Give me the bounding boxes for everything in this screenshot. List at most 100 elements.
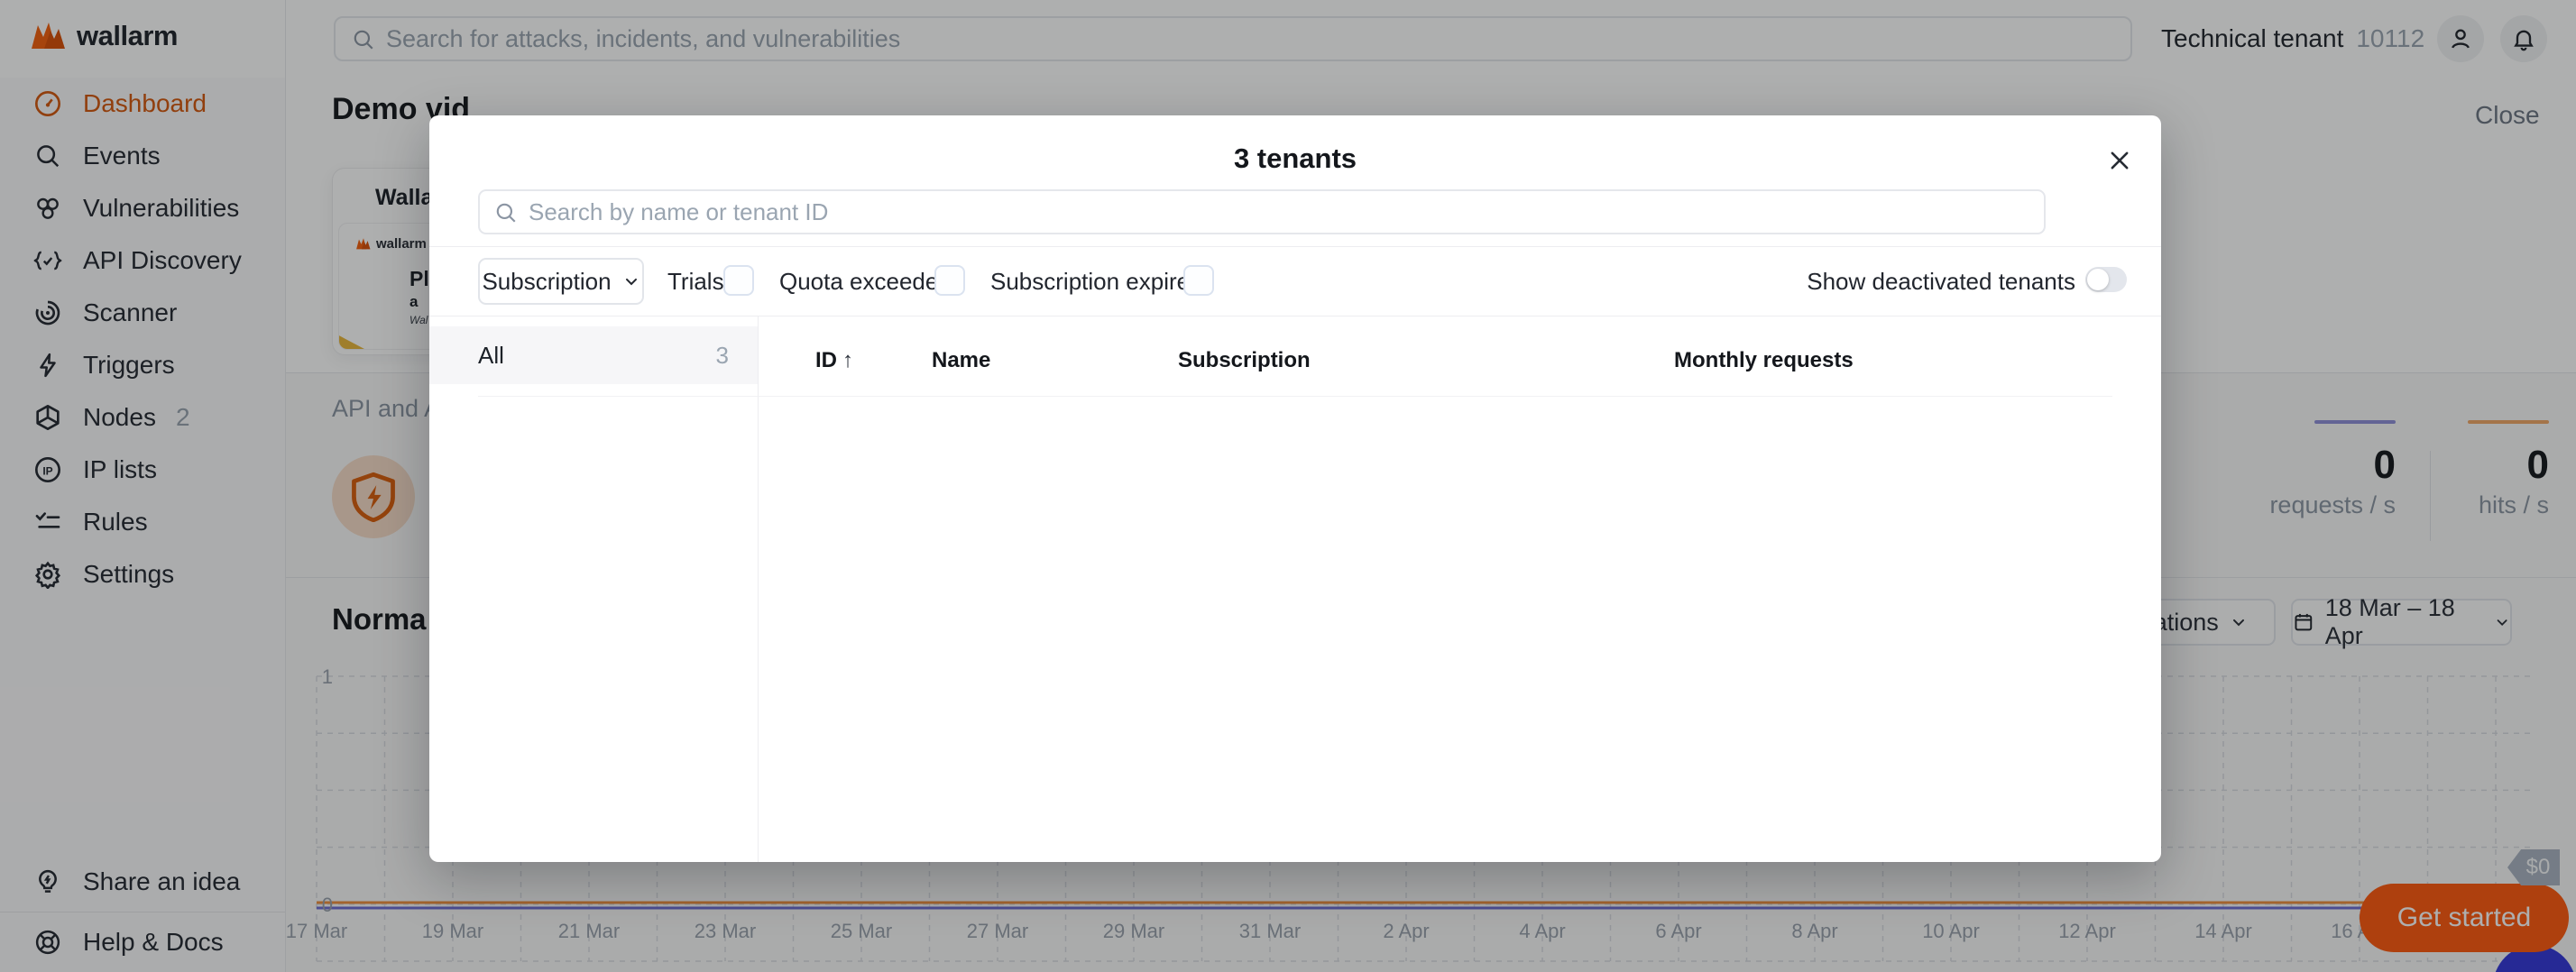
lightning-icon xyxy=(32,350,63,381)
column-header-subscription[interactable]: Subscription xyxy=(1178,348,1311,372)
sidebar-item-share-an-idea[interactable]: Share an idea xyxy=(0,852,285,912)
show-deactivated-label: Show deactivated tenants xyxy=(1807,268,2075,295)
user-icon xyxy=(2452,29,2470,49)
sidebar: Dashboard Events Vulnerabilities API Discov… xyxy=(0,78,285,972)
sidebar-item-ip-lists[interactable]: IP IP lists xyxy=(0,444,285,496)
tenant-id: 10112 xyxy=(2356,24,2425,52)
sidebar-item-rules[interactable]: Rules xyxy=(0,496,285,548)
wallarm-logo-icon xyxy=(356,238,371,250)
sidebar-footer: Share an idea Help & Docs xyxy=(0,852,285,972)
x-axis-tick: 19 Mar xyxy=(421,920,484,942)
chevron-down-icon xyxy=(2497,619,2507,626)
date-range-label: 18 Mar – 18 Apr xyxy=(2324,594,2455,649)
bell-icon xyxy=(2514,30,2534,51)
ip-circle-icon: IP xyxy=(32,454,63,485)
sidebar-item-dashboard[interactable]: Dashboard xyxy=(0,78,285,130)
biohazard-icon xyxy=(32,193,63,224)
wallarm-logo-text: wallarm xyxy=(77,20,178,51)
sidebar-item-events[interactable]: Events xyxy=(0,130,285,182)
get-started-button[interactable]: Get started xyxy=(2360,884,2569,952)
search-icon xyxy=(496,203,516,223)
x-axis-tick: 27 Mar xyxy=(966,920,1029,942)
tenant-search xyxy=(478,189,2046,234)
sidebar-item-label: Scanner xyxy=(83,298,178,326)
top-bar: wallarm Technical tenant 10112 xyxy=(0,0,2576,78)
sidebar-item-scanner[interactable]: Scanner xyxy=(0,287,285,339)
bulb-icon xyxy=(32,867,63,897)
sidebar-item-triggers[interactable]: Triggers xyxy=(0,339,285,391)
column-header-monthly-requests[interactable]: Monthly requests xyxy=(1674,348,1854,372)
x-axis-tick: 21 Mar xyxy=(557,920,621,942)
tenant-group-count: 3 xyxy=(715,341,729,369)
wallarm-logo-icon xyxy=(32,23,65,49)
sidebar-item-nodes[interactable]: Nodes 2 xyxy=(0,391,285,444)
date-range-picker[interactable]: 18 Mar – 18 Apr xyxy=(2291,594,2512,649)
tenant-switcher[interactable]: Technical tenant 10112 xyxy=(2161,18,2457,60)
chevron-down-icon xyxy=(625,278,637,286)
x-axis-tick: 14 Apr xyxy=(2194,920,2252,942)
sidebar-item-help-docs[interactable]: Help & Docs xyxy=(0,912,285,972)
x-axis-tick: 29 Mar xyxy=(1102,920,1165,942)
quota-exceeded-checkbox[interactable] xyxy=(934,265,965,296)
modal-title: 3 tenants xyxy=(1233,142,1357,174)
sidebar-item-label: Settings xyxy=(83,560,175,588)
gauge-icon xyxy=(32,88,63,119)
x-axis-tick: 4 Apr xyxy=(1519,920,1566,942)
api-security-disc xyxy=(332,455,415,538)
lifebuoy-icon xyxy=(32,927,63,958)
x-axis-tick: 31 Mar xyxy=(1238,920,1302,942)
tenant-group-all[interactable]: All 3 xyxy=(429,326,758,384)
scanner-icon xyxy=(32,298,63,328)
column-header-id[interactable]: ID ↑ xyxy=(815,348,853,373)
y-axis-tick: 1 xyxy=(321,665,333,688)
divider xyxy=(478,396,2112,397)
requests-sparkline xyxy=(2314,420,2396,424)
sidebar-item-label: Nodes xyxy=(83,403,156,431)
requests-per-second-stat: 0 requests / s xyxy=(2251,420,2396,519)
sidebar-item-label: Rules xyxy=(83,508,148,536)
sort-ascending-icon: ↑ xyxy=(842,348,853,372)
thumbnail-line: Wal xyxy=(409,314,428,326)
toggle-knob xyxy=(2087,269,2109,290)
sidebar-item-label: Vulnerabilities xyxy=(83,194,240,222)
trials-label: Trials xyxy=(667,268,724,295)
subscription-expired-checkbox[interactable] xyxy=(1183,265,1214,296)
gear-icon xyxy=(32,559,63,590)
user-menu-button[interactable] xyxy=(2437,15,2484,62)
hexagon-icon xyxy=(32,402,63,433)
chevron-down-icon xyxy=(2232,619,2244,627)
tenant-group-label: All xyxy=(478,341,504,369)
sidebar-item-vulnerabilities[interactable]: Vulnerabilities xyxy=(0,182,285,234)
x-axis-tick: 10 Apr xyxy=(1922,920,1980,942)
hits-per-second-stat: 0 hits / s xyxy=(2405,420,2549,519)
sidebar-border xyxy=(285,0,286,972)
calendar-icon xyxy=(2295,613,2313,631)
wallarm-logo[interactable]: wallarm xyxy=(30,20,178,52)
hits-value: 0 xyxy=(2526,443,2549,487)
demo-close-button[interactable]: Close xyxy=(2475,101,2540,129)
global-search xyxy=(334,16,2132,61)
checklist-icon xyxy=(32,507,63,537)
subscription-filter-dropdown[interactable]: Subscription xyxy=(478,258,644,305)
y-axis-tick: 0 xyxy=(321,894,333,916)
panel-divider xyxy=(758,316,759,862)
subscription-expired-label: Subscription expired xyxy=(990,268,1203,295)
stats-divider xyxy=(2430,451,2431,541)
divider xyxy=(429,246,2161,247)
sidebar-item-count: 2 xyxy=(175,403,190,431)
tenant-search-input[interactable] xyxy=(529,191,2026,233)
sidebar-item-settings[interactable]: Settings xyxy=(0,548,285,601)
global-search-input[interactable] xyxy=(386,18,2100,60)
modal-close-button[interactable] xyxy=(2100,141,2139,180)
requests-value: 0 xyxy=(2373,443,2396,487)
notifications-button[interactable] xyxy=(2500,15,2547,62)
column-header-name[interactable]: Name xyxy=(932,348,991,372)
tenants-modal: 3 tenants Subscription Trials Quota exce… xyxy=(429,115,2161,862)
trials-checkbox[interactable] xyxy=(723,265,754,296)
hits-label: hits / s xyxy=(2478,491,2549,519)
sidebar-item-label: Share an idea xyxy=(83,867,241,895)
x-axis-tick: 12 Apr xyxy=(2058,920,2116,942)
sidebar-item-api-discovery[interactable]: API Discovery xyxy=(0,234,285,287)
show-deactivated-toggle[interactable] xyxy=(2085,267,2127,292)
